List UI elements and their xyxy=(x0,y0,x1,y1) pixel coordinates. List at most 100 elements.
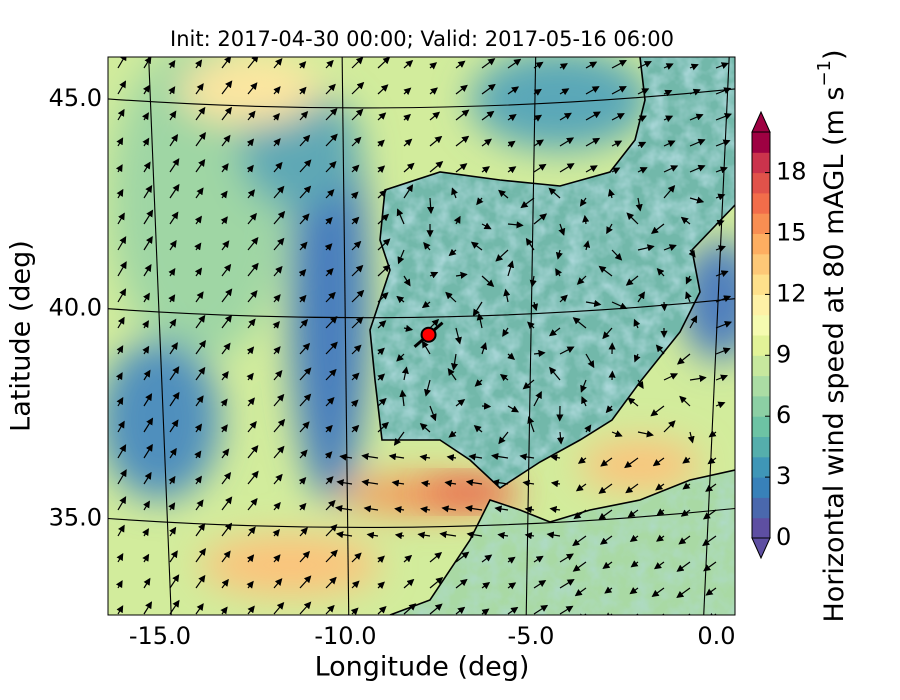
wind-arrow xyxy=(447,368,457,381)
wind-arrow xyxy=(403,324,414,332)
wind-arrow xyxy=(625,483,639,494)
wind-arrow xyxy=(220,398,228,407)
wind-arrow xyxy=(611,140,623,148)
wind-arrow xyxy=(195,131,206,147)
wind-arrow xyxy=(429,552,443,563)
wind-arrow xyxy=(351,240,362,251)
wind-arrow xyxy=(429,318,440,329)
wind-arrow xyxy=(401,366,409,381)
wind-arrow xyxy=(715,401,726,409)
wind-arrow xyxy=(572,535,587,547)
colorbar-tick-label: 18 xyxy=(776,158,807,186)
wind-arrow xyxy=(522,379,535,390)
y-tick-label: 40.0 xyxy=(49,294,102,322)
wind-arrow xyxy=(715,166,728,174)
plot-frame xyxy=(107,56,736,616)
colorbar-band xyxy=(752,233,770,255)
wind-arrow xyxy=(533,391,542,407)
wind-arrow xyxy=(491,452,509,461)
wind-arrow xyxy=(682,482,691,490)
wind-arrow xyxy=(707,457,717,465)
wind-arrow xyxy=(636,379,644,390)
wind-arrow xyxy=(351,372,360,381)
wind-arrow xyxy=(656,534,665,542)
wind-arrow xyxy=(429,87,438,95)
wind-arrow xyxy=(169,419,179,433)
wind-arrow xyxy=(549,327,561,337)
wind-arrow xyxy=(585,137,601,147)
colorbar-frame xyxy=(751,131,771,539)
wind-arrow xyxy=(495,249,509,262)
wind-arrow xyxy=(299,527,308,537)
wind-arrow xyxy=(611,301,628,310)
wind-arrow xyxy=(246,580,254,589)
wind-arrow xyxy=(403,59,414,69)
wind-arrow xyxy=(491,479,509,487)
map-title: Init: 2017-04-30 00:00; Valid: 2017-05-1… xyxy=(170,27,674,51)
parallel xyxy=(108,298,735,319)
wind-arrow xyxy=(507,114,517,122)
wind-arrow xyxy=(602,561,613,569)
wind-arrow xyxy=(663,89,673,97)
wind-arrow xyxy=(143,577,151,589)
wind-arrow xyxy=(361,479,379,487)
colorbar-band xyxy=(752,436,770,458)
wind-arrow xyxy=(455,271,468,279)
colorbar-band xyxy=(752,375,770,397)
wind-arrow xyxy=(298,477,307,485)
wind-arrow xyxy=(273,393,285,407)
wind-arrow xyxy=(351,580,360,589)
wind-arrow xyxy=(246,554,255,563)
wind-arrow xyxy=(351,81,365,95)
wind-arrow xyxy=(715,113,732,121)
wind-arrow xyxy=(246,164,254,173)
wind-arrow xyxy=(396,353,405,362)
wind-arrow xyxy=(143,417,154,433)
wind-arrow xyxy=(533,349,546,358)
wind-arrow xyxy=(246,346,255,355)
wind-arrows xyxy=(115,57,732,615)
wind-arrow xyxy=(533,555,544,563)
wind-arrow xyxy=(494,505,509,513)
wind-arrow xyxy=(702,535,717,547)
wind-arrow xyxy=(507,86,520,95)
wind-arrow xyxy=(299,367,312,381)
wind-arrow xyxy=(273,501,281,511)
wind-arrow xyxy=(637,61,652,69)
wind-arrow xyxy=(247,397,255,407)
wind-arrow xyxy=(507,352,516,360)
wind-arrow xyxy=(116,553,124,563)
wind-arrow xyxy=(195,395,204,407)
wind-arrow xyxy=(394,506,405,514)
wind-arrow xyxy=(403,138,413,147)
wind-arrow xyxy=(585,111,601,121)
wind-arrow xyxy=(351,264,364,277)
wind-arrow xyxy=(420,506,431,514)
wind-arrow xyxy=(117,496,127,511)
wind-arrow xyxy=(221,134,231,147)
wind-arrow xyxy=(705,483,717,492)
wind-arrow xyxy=(555,249,563,260)
wind-arrow xyxy=(299,185,312,199)
wind-arrow xyxy=(195,499,204,511)
wind-arrow xyxy=(325,107,338,121)
wind-arrow xyxy=(169,239,177,251)
wind-arrow xyxy=(507,556,516,564)
wind-arrow xyxy=(388,453,405,461)
wind-arrow xyxy=(115,580,123,589)
colorbar-extend-max xyxy=(751,110,771,133)
wind-arrow xyxy=(299,86,307,95)
wind-arrow xyxy=(548,187,561,199)
wind-arrow xyxy=(247,212,257,225)
wind-arrow xyxy=(579,197,587,207)
wind-arrow xyxy=(689,138,706,147)
wind-arrow xyxy=(598,265,613,277)
wind-arrow xyxy=(143,292,150,303)
wind-arrow xyxy=(351,164,360,173)
wind-arrow xyxy=(650,405,665,417)
wind-arrow xyxy=(350,399,359,408)
x-tick-label: -5.0 xyxy=(508,622,555,650)
wind-arrow xyxy=(273,601,285,615)
wind-arrow xyxy=(574,587,587,597)
wind-arrow xyxy=(481,275,495,288)
